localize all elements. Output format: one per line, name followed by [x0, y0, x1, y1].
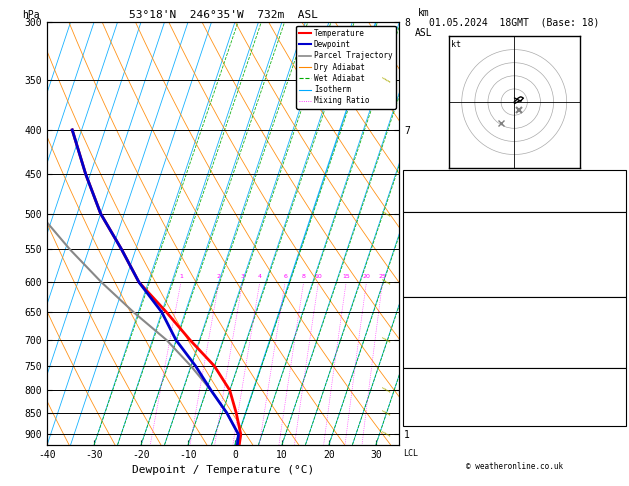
Text: PW (cm): PW (cm): [405, 194, 443, 203]
Text: km: km: [418, 8, 430, 17]
Text: 6: 6: [283, 274, 287, 279]
Text: 0.9: 0.9: [607, 225, 623, 233]
Text: \: \: [382, 278, 391, 287]
Text: ASL: ASL: [415, 28, 433, 38]
Text: kt: kt: [451, 40, 461, 50]
Text: 302: 302: [607, 320, 623, 329]
Text: Temp (°C): Temp (°C): [405, 225, 454, 233]
Text: 0: 0: [618, 350, 623, 359]
Text: Dewp (°C): Dewp (°C): [405, 235, 454, 243]
Text: © weatheronline.co.uk: © weatheronline.co.uk: [465, 462, 563, 471]
Text: SREH: SREH: [405, 390, 426, 399]
Text: 0.5: 0.5: [607, 235, 623, 243]
Text: 10: 10: [613, 255, 623, 264]
X-axis label: Dewpoint / Temperature (°C): Dewpoint / Temperature (°C): [132, 465, 314, 475]
Text: 5: 5: [618, 411, 623, 419]
Text: 20: 20: [362, 274, 370, 279]
Text: 61: 61: [613, 380, 623, 389]
Text: Lifted Index: Lifted Index: [405, 330, 470, 339]
Text: θₑ(K): θₑ(K): [405, 245, 432, 254]
Text: \: \: [382, 75, 391, 85]
Text: K: K: [405, 173, 411, 182]
Text: \: \: [382, 430, 391, 439]
Text: \: \: [382, 385, 391, 395]
Text: 2: 2: [618, 330, 623, 339]
Text: 16: 16: [613, 173, 623, 182]
Text: 25: 25: [379, 274, 386, 279]
Text: 01.05.2024  18GMT  (Base: 18): 01.05.2024 18GMT (Base: 18): [429, 17, 599, 27]
Text: Most Unstable: Most Unstable: [479, 300, 549, 309]
Text: CIN (J): CIN (J): [405, 276, 443, 284]
Text: 0: 0: [618, 265, 623, 274]
Text: 15: 15: [342, 274, 350, 279]
Text: 0: 0: [618, 276, 623, 284]
Text: LCL: LCL: [403, 449, 418, 458]
Text: CAPE (J): CAPE (J): [405, 340, 448, 349]
Text: 4: 4: [258, 274, 262, 279]
Text: 42: 42: [613, 183, 623, 192]
Text: EH: EH: [405, 380, 416, 389]
Text: 3: 3: [240, 274, 245, 279]
Text: θₑ (K): θₑ (K): [405, 320, 437, 329]
Text: hPa: hPa: [23, 10, 40, 20]
Text: 69°: 69°: [607, 400, 623, 409]
Text: 10: 10: [314, 274, 322, 279]
Text: StmSpd (kt): StmSpd (kt): [405, 411, 464, 419]
Text: 8: 8: [302, 274, 306, 279]
Text: \: \: [382, 408, 391, 417]
Text: Hodograph: Hodograph: [490, 370, 538, 380]
Text: 1: 1: [179, 274, 183, 279]
Text: Mixing Ratio (g/kg): Mixing Ratio (g/kg): [448, 186, 458, 281]
Legend: Temperature, Dewpoint, Parcel Trajectory, Dry Adiabat, Wet Adiabat, Isotherm, Mi: Temperature, Dewpoint, Parcel Trajectory…: [296, 26, 396, 108]
Text: Pressure (mb): Pressure (mb): [405, 310, 475, 318]
Text: 1.17: 1.17: [602, 194, 623, 203]
Text: 46: 46: [613, 390, 623, 399]
Text: \: \: [382, 209, 391, 218]
Text: Totals Totals: Totals Totals: [405, 183, 475, 192]
Text: Lifted Index: Lifted Index: [405, 255, 470, 264]
Text: 0: 0: [618, 340, 623, 349]
Text: CAPE (J): CAPE (J): [405, 265, 448, 274]
Title: 53°18'N  246°35'W  732m  ASL: 53°18'N 246°35'W 732m ASL: [129, 10, 318, 20]
Text: StmDir: StmDir: [405, 400, 437, 409]
Text: \: \: [382, 335, 391, 345]
Text: 2: 2: [217, 274, 221, 279]
Text: 650: 650: [607, 310, 623, 318]
Text: 291: 291: [607, 245, 623, 254]
Text: CIN (J): CIN (J): [405, 350, 443, 359]
Text: Surface: Surface: [496, 215, 533, 224]
